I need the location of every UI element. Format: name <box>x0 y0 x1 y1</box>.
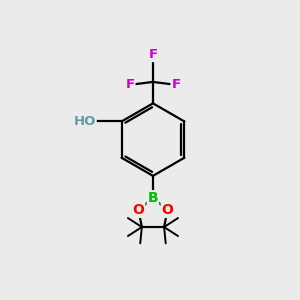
Text: O: O <box>133 203 144 217</box>
Text: F: F <box>148 48 158 61</box>
Text: O: O <box>162 203 173 217</box>
Text: B: B <box>148 191 158 205</box>
Text: HO: HO <box>73 115 96 128</box>
Text: F: F <box>125 78 134 91</box>
Text: F: F <box>172 78 181 91</box>
